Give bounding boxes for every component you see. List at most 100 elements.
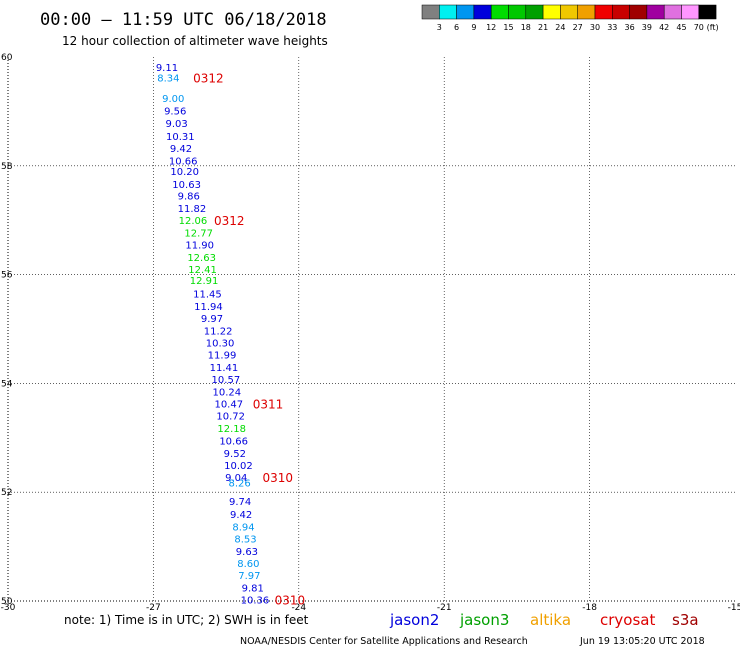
wave-height-label: 12.06: [179, 216, 208, 227]
color-swatch: [560, 4, 578, 20]
timestamp-text: Jun 19 13:05:20 UTC 2018: [579, 636, 705, 647]
satellite-cryosat: cryosat: [600, 611, 655, 629]
y-tick-label: 58: [1, 162, 13, 172]
wave-height-label: 8.60: [237, 559, 259, 570]
color-scale-label: 27: [573, 23, 583, 32]
color-swatch: [646, 4, 665, 20]
wave-height-label: 10.36: [241, 595, 270, 606]
footer-note: note: 1) Time is in UTC; 2) SWH is in fe…: [64, 613, 309, 627]
wave-height-label: 9.11: [156, 63, 178, 74]
color-swatch: [629, 4, 648, 20]
wave-height-label: 12.41: [188, 265, 217, 276]
color-scale-label: 3: [437, 23, 442, 32]
cycle-label: 0312: [214, 214, 245, 228]
y-tick-label: 52: [1, 488, 12, 498]
satellite-legend: jason2 jason3 altika cryosat s3a: [389, 611, 699, 629]
wave-height-label: 9.56: [164, 106, 186, 117]
y-tick-label: 54: [1, 379, 13, 389]
wave-height-label: 10.47: [214, 400, 243, 411]
wave-height-label: 9.42: [170, 144, 192, 155]
wave-height-label: 8.34: [157, 74, 179, 85]
wave-height-label: 9.00: [162, 94, 184, 105]
color-scale-label: 6: [454, 23, 459, 32]
color-scale-label: 30: [590, 23, 600, 32]
cycle-label: 0310: [275, 593, 306, 607]
chart-title: 00:00 – 11:59 UTC 06/18/2018: [40, 10, 327, 30]
color-swatch: [612, 4, 630, 20]
wave-height-label: 11.41: [210, 363, 239, 374]
wave-height-label: 10.20: [170, 167, 199, 178]
wave-height-label: 10.24: [213, 388, 242, 399]
wave-height-label: 9.04: [225, 473, 247, 484]
color-scale-label: 24: [555, 23, 565, 32]
wave-height-label: 10.63: [172, 180, 201, 191]
wave-height-label: 8.94: [232, 522, 254, 533]
chart-subtitle: 12 hour collection of altimeter wave hei…: [62, 34, 328, 48]
wave-height-label: 9.03: [166, 119, 188, 130]
x-tick-label: -24: [291, 603, 306, 613]
color-swatch: [456, 4, 475, 20]
wave-height-label: 12.91: [190, 276, 219, 287]
x-tick-label: -21: [437, 603, 452, 613]
wave-height-label: 10.72: [216, 411, 245, 422]
wave-height-label: 8.26: [229, 478, 251, 489]
color-scale-label: 33: [607, 23, 617, 32]
cycle-label: 0311: [253, 398, 284, 412]
color-swatch: [421, 4, 440, 20]
color-swatch: [525, 4, 544, 20]
satellite-jason2: jason2: [389, 611, 439, 629]
color-scale-unit: (ft): [707, 23, 719, 32]
satellite-s3a: s3a: [672, 611, 699, 629]
color-swatch: [490, 4, 509, 20]
color-scale-legend: 3 6 9 12 15 18 21 24 27 30 33 36 39 42 45 70 (ft): [421, 4, 719, 32]
wave-height-label: 12.18: [217, 424, 246, 435]
y-tick-label: 50: [1, 597, 13, 607]
color-scale-label: 9: [471, 23, 476, 32]
color-swatch: [439, 4, 457, 20]
wave-height-values: 9.118.34 9.009.56 9.03 10.319.42 10.66 10.20 1…: [156, 63, 269, 607]
y-tick-label: 56: [1, 271, 13, 281]
color-scale-label: 18: [521, 23, 531, 32]
wave-height-label: 11.94: [194, 302, 223, 313]
color-scale-label: 36: [625, 23, 635, 32]
y-tick-label: 60: [1, 53, 13, 63]
wave-height-label: 9.97: [201, 314, 223, 325]
wave-height-label: 12.63: [187, 253, 216, 264]
color-scale-label: 21: [538, 23, 548, 32]
wave-height-label: 11.45: [193, 290, 222, 301]
wave-height-label: 11.90: [185, 241, 214, 252]
color-swatch: [663, 4, 682, 20]
grid-lines: [8, 57, 735, 601]
x-tick-label: -18: [582, 603, 597, 613]
wave-height-label: 9.74: [229, 497, 251, 508]
wave-height-label: 10.30: [206, 339, 235, 350]
credit-text: NOAA/NESDIS Center for Satellite Applica…: [240, 636, 528, 647]
cycle-labels: 0312 0312 0311 0310 0310: [193, 72, 305, 608]
color-scale-label: 15: [503, 23, 513, 32]
plot-area: [7, 57, 735, 602]
color-swatch: [577, 4, 596, 20]
color-swatch: [508, 4, 527, 20]
color-swatch: [542, 4, 561, 20]
color-scale-label: 42: [659, 23, 669, 32]
wave-height-label: 11.82: [178, 204, 207, 215]
color-scale-label: 45: [676, 23, 686, 32]
wave-height-label: 10.31: [166, 132, 195, 143]
x-tick-label: -27: [146, 603, 161, 613]
wave-height-label: 8.53: [234, 534, 256, 545]
wave-height-label: 9.52: [224, 449, 246, 460]
wave-height-label: 9.81: [242, 583, 264, 594]
color-scale-label: 70: [694, 23, 704, 32]
wave-height-label: 10.57: [212, 375, 241, 386]
wave-height-label: 10.66: [219, 437, 248, 448]
wave-height-label: 11.22: [204, 327, 233, 338]
wave-height-label: 9.86: [178, 192, 200, 203]
x-tick-label: -30: [1, 603, 16, 613]
wave-height-label: 10.02: [224, 461, 253, 472]
wave-height-label: 12.77: [184, 229, 213, 240]
x-tick-label: -15: [728, 603, 740, 613]
satellite-altika: altika: [530, 611, 571, 629]
satellite-jason3: jason3: [459, 611, 509, 629]
wave-height-label: 11.99: [208, 351, 237, 362]
